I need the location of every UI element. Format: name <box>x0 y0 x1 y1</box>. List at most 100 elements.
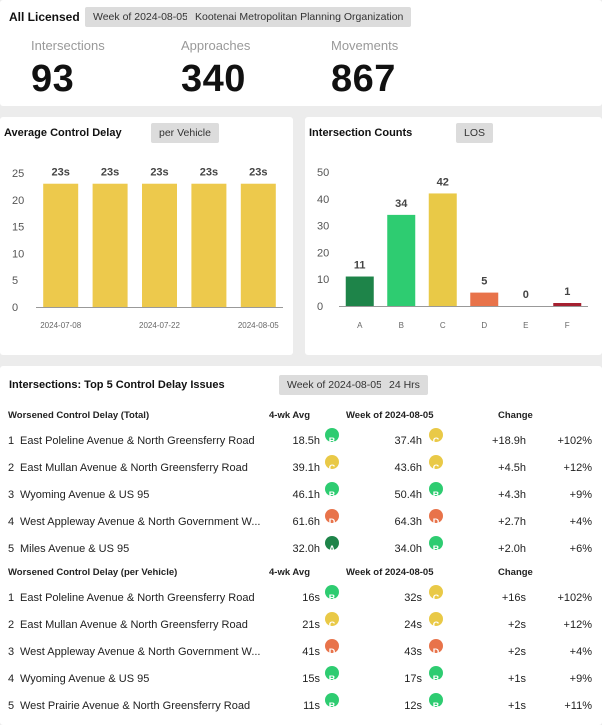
week-filter-chip[interactable]: Week of 2024-08-05 <box>85 7 196 27</box>
los-badge: C <box>429 612 443 630</box>
page-title: All Licensed <box>9 10 80 24</box>
row-intersection-name: Wyoming Avenue & US 95 <box>20 673 150 685</box>
delay-bar <box>142 183 177 307</box>
los-chip[interactable]: LOS <box>456 123 494 143</box>
y-tick-label: 20 <box>317 247 329 259</box>
summary-card: All Licensed Week of 2024-08-05 Kootenai… <box>0 0 602 106</box>
row-week-value: 34.0h <box>394 543 422 555</box>
x-tick-label: C <box>440 321 446 330</box>
y-tick-label: 30 <box>317 221 329 233</box>
row-week-value: 43.6h <box>394 462 422 474</box>
los-badge: B <box>429 482 443 500</box>
row-rank: 2 <box>8 619 15 631</box>
los-badge: B <box>325 585 339 603</box>
table-row[interactable]: 4 Wyoming Avenue & US 95 15s B 17s B +1s +9% <box>0 666 602 693</box>
x-tick-label: 2024-07-08 <box>40 321 81 330</box>
los-badge: D <box>429 639 443 657</box>
row-change-percent: +102% <box>557 592 592 604</box>
x-tick-label: A <box>357 321 363 330</box>
los-badge: C <box>429 428 443 446</box>
issues-card: Intersections: Top 5 Control Delay Issue… <box>0 366 602 725</box>
row-rank: 3 <box>8 489 15 501</box>
column-header-avg: 4-wk Avg <box>269 567 311 578</box>
table-row[interactable]: 4 West Appleway Avenue & North Government… <box>0 509 602 536</box>
row-week-value: 12s <box>404 700 422 712</box>
column-header-change: Change <box>498 410 533 421</box>
los-badge: B <box>429 693 443 711</box>
column-header-week: Week of 2024-08-05 <box>346 567 434 578</box>
row-change-percent: +12% <box>563 619 592 631</box>
los-bar-d <box>470 292 499 306</box>
issues-week-chip[interactable]: Week of 2024-08-05 <box>279 375 390 395</box>
row-intersection-name: East Mullan Avenue & North Greensferry R… <box>20 619 248 631</box>
los-bar-c <box>428 193 457 306</box>
row-avg-value: 21s <box>302 619 320 631</box>
table-row[interactable]: 1 East Poleline Avenue & North Greensferr… <box>0 585 602 612</box>
los-badge: D <box>325 509 339 527</box>
kpi-approaches-value: 340 <box>181 58 246 100</box>
row-avg-value: 11s <box>303 700 320 712</box>
organization-filter-chip[interactable]: Kootenai Metropolitan Planning Organizat… <box>187 7 412 27</box>
issues-hours-chip[interactable]: 24 Hrs <box>381 375 428 395</box>
bar-data-label: 34 <box>395 198 408 210</box>
section-title: Worsened Control Delay (per Vehicle) <box>8 567 178 578</box>
y-tick-label: 0 <box>12 302 18 314</box>
row-rank: 4 <box>8 516 15 528</box>
row-avg-value: 16s <box>302 592 320 604</box>
los-badge: B <box>325 428 339 446</box>
y-tick-label: 10 <box>12 248 24 260</box>
row-change-value: +2s <box>507 646 526 658</box>
row-avg-value: 61.6h <box>292 516 320 528</box>
row-change-percent: +9% <box>569 489 592 501</box>
row-change-value: +4.5h <box>498 462 526 474</box>
row-change-value: +1s <box>507 700 526 712</box>
table-section-header: Worsened Control Delay (Total) 4-wk Avg We… <box>0 406 602 426</box>
y-tick-label: 25 <box>12 168 24 180</box>
los-badge: C <box>325 612 339 630</box>
per-vehicle-chip[interactable]: per Vehicle <box>151 123 219 143</box>
los-badge: C <box>429 455 443 473</box>
row-week-value: 50.4h <box>394 489 422 501</box>
x-tick-label: 2024-08-05 <box>238 321 279 330</box>
row-intersection-name: Miles Avenue & US 95 <box>20 543 130 555</box>
row-rank: 5 <box>8 700 15 712</box>
table-row[interactable]: 5 West Prairie Avenue & North Greensferry… <box>0 693 602 720</box>
column-header-week: Week of 2024-08-05 <box>346 410 434 421</box>
issues-title: Intersections: Top 5 Control Delay Issue… <box>9 379 225 391</box>
row-week-value: 17s <box>404 673 422 685</box>
bar-data-label: 0 <box>523 289 529 301</box>
bar-data-label: 23s <box>150 167 168 179</box>
los-badge: B <box>429 666 443 684</box>
bar-data-label: 42 <box>437 176 449 188</box>
counts-chart-card: Intersection Counts LOS 0 10 20 30 40 50 11 A 34… <box>305 117 602 355</box>
row-rank: 3 <box>8 646 15 658</box>
row-change-value: +18.9h <box>492 435 526 447</box>
row-avg-value: 46.1h <box>292 489 320 501</box>
counts-chart: 0 10 20 30 40 50 11 A 34 B 42 C 5 D 0 E 1 F <box>317 167 588 330</box>
table-row[interactable]: 2 East Mullan Avenue & North Greensferry … <box>0 612 602 639</box>
row-change-value: +2s <box>507 619 526 631</box>
row-rank: 1 <box>8 592 15 604</box>
table-row[interactable]: 5 Miles Avenue & US 95 32.0h A 34.0h B +2.0h +6… <box>0 536 602 563</box>
row-change-percent: +6% <box>569 543 592 555</box>
delay-chart-card: Average Control Delay per Vehicle 0 5 10 15… <box>0 117 293 355</box>
row-change-value: +2.0h <box>498 543 526 555</box>
x-tick-label: 2024-07-22 <box>139 321 180 330</box>
y-tick-label: 10 <box>317 274 329 286</box>
row-avg-value: 15s <box>302 673 320 685</box>
row-rank: 2 <box>8 462 15 474</box>
row-change-value: +4.3h <box>498 489 526 501</box>
table-row[interactable]: 3 West Appleway Avenue & North Government… <box>0 639 602 666</box>
los-badge: B <box>325 693 339 711</box>
kpi-movements-value: 867 <box>331 58 396 100</box>
delay-bar <box>43 183 79 307</box>
bar-data-label: 23s <box>52 167 70 179</box>
table-row[interactable]: 3 Wyoming Avenue & US 95 46.1h B 50.4h B +4.3h… <box>0 482 602 509</box>
y-tick-label: 5 <box>12 275 18 287</box>
los-badge: B <box>429 536 443 554</box>
row-change-percent: +11% <box>564 700 592 712</box>
table-row[interactable]: 1 East Poleline Avenue & North Greensferr… <box>0 428 602 455</box>
table-row[interactable]: 2 East Mullan Avenue & North Greensferry … <box>0 455 602 482</box>
counts-chart-title: Intersection Counts <box>309 127 413 139</box>
los-bar-b <box>387 214 416 306</box>
